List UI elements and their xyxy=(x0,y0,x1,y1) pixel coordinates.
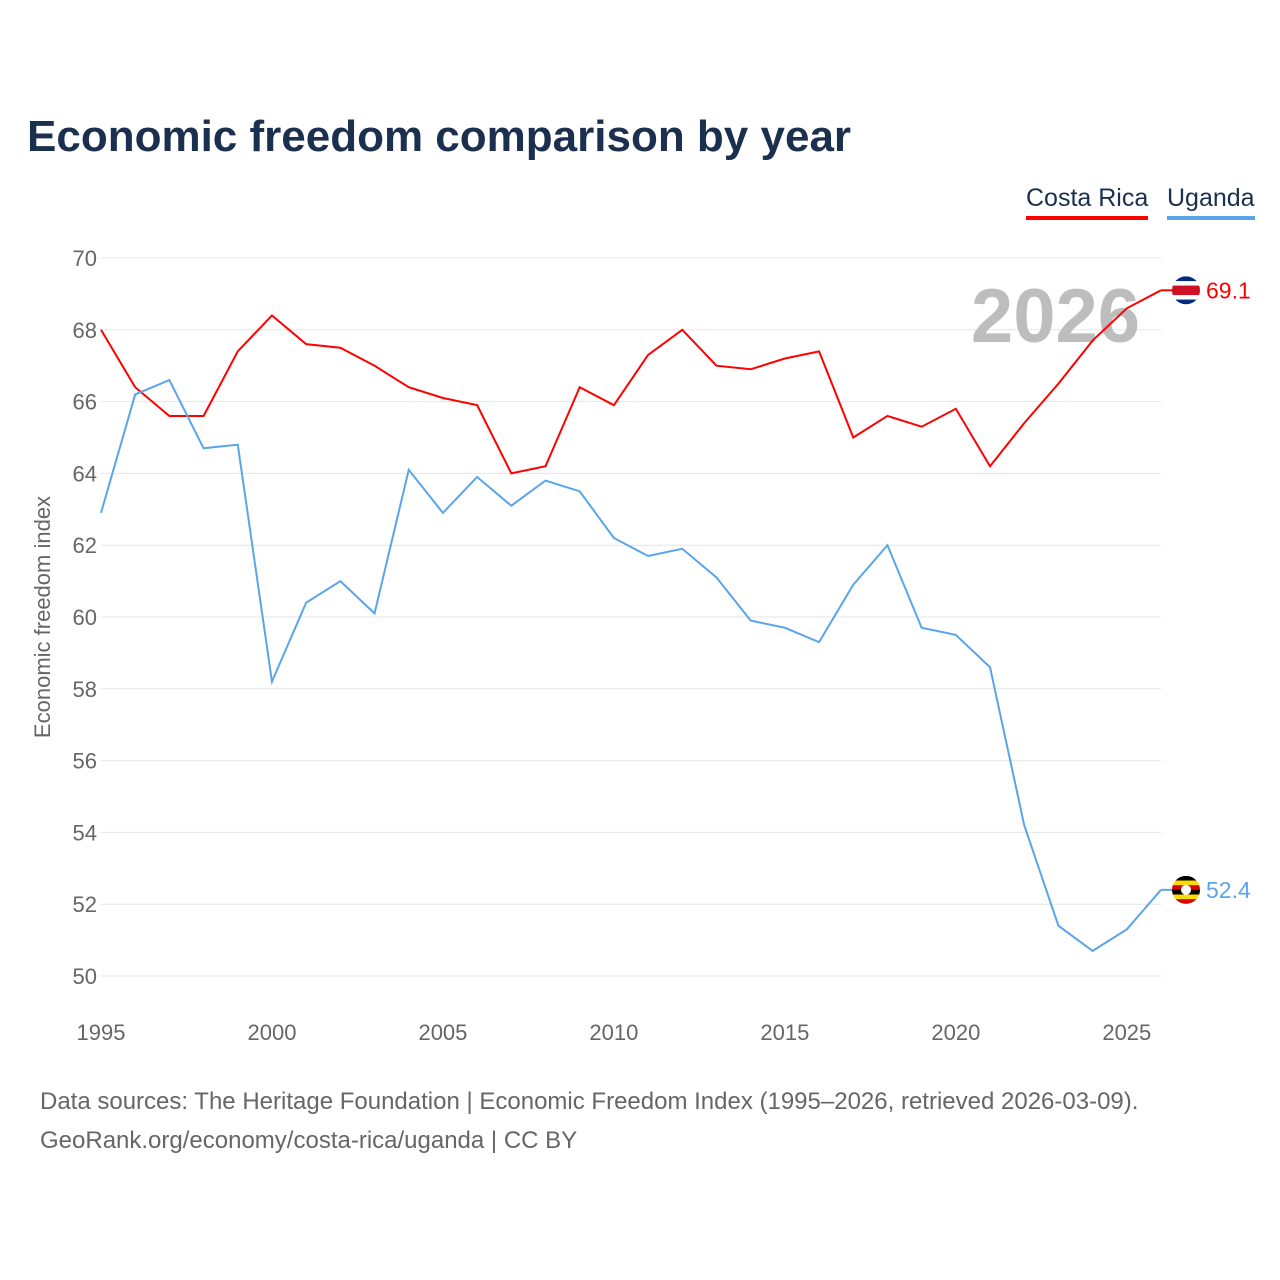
y-tick-label: 58 xyxy=(73,677,97,702)
costa-rica-flag-icon xyxy=(1172,276,1200,305)
y-tick-label: 50 xyxy=(73,964,97,989)
x-tick-label: 2025 xyxy=(1102,1020,1151,1045)
legend-costa-rica[interactable]: Costa Rica xyxy=(1026,184,1149,220)
x-tick-label: 2000 xyxy=(247,1020,296,1045)
footer-url[interactable]: GeoRank.org/economy/costa-rica/uganda | … xyxy=(40,1127,578,1154)
y-tick-label: 62 xyxy=(73,533,97,558)
end-value-label: 69.1 xyxy=(1206,277,1251,303)
y-tick-label: 54 xyxy=(73,820,97,845)
x-tick-label: 2005 xyxy=(418,1020,467,1045)
series-line-costa-rica xyxy=(100,289,1162,475)
chart-title: Economic freedom comparison by year xyxy=(27,112,852,161)
x-tick-label: 2020 xyxy=(931,1020,980,1045)
y-tick-label: 52 xyxy=(73,892,97,917)
y-tick-label: 66 xyxy=(73,390,97,415)
series-line-uganda xyxy=(100,378,1162,953)
y-tick-label: 64 xyxy=(73,461,97,486)
footer-sources: Data sources: The Heritage Foundation | … xyxy=(40,1088,1139,1115)
x-tick-label: 2010 xyxy=(589,1020,638,1045)
y-axis-label: Economic freedom index xyxy=(30,496,55,738)
y-tick-label: 68 xyxy=(73,318,97,343)
y-tick-label: 70 xyxy=(73,246,97,271)
end-value-label: 52.4 xyxy=(1206,877,1251,903)
uganda-flag-icon xyxy=(1172,875,1200,904)
x-tick-label: 1995 xyxy=(77,1020,126,1045)
y-tick-label: 60 xyxy=(73,605,97,630)
y-tick-label: 56 xyxy=(73,749,97,774)
x-tick-label: 2015 xyxy=(760,1020,809,1045)
year-watermark: 2026 xyxy=(971,274,1140,359)
legend-uganda[interactable]: Uganda xyxy=(1167,184,1255,220)
